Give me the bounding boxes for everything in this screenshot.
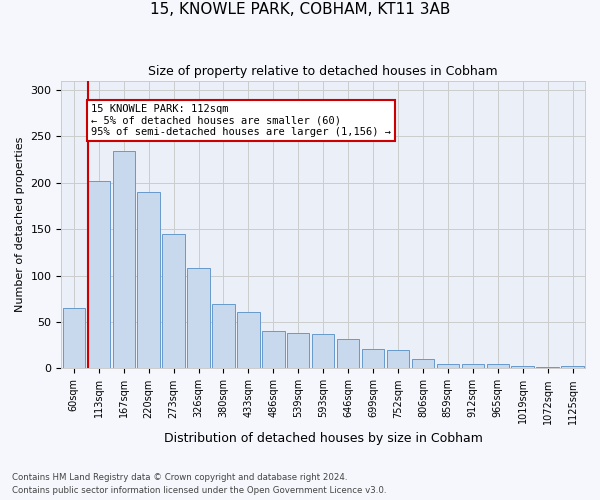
Title: Size of property relative to detached houses in Cobham: Size of property relative to detached ho… (148, 65, 498, 78)
Text: 15, KNOWLE PARK, COBHAM, KT11 3AB: 15, KNOWLE PARK, COBHAM, KT11 3AB (150, 2, 450, 18)
Bar (487, 364, 509, 368)
Bar (337, 338, 359, 368)
Bar (237, 312, 260, 368)
Bar (187, 268, 210, 368)
Bar (312, 334, 334, 368)
Bar (461, 364, 484, 368)
Bar (262, 332, 284, 368)
Bar (437, 364, 459, 368)
Bar (412, 359, 434, 368)
Y-axis label: Number of detached properties: Number of detached properties (15, 137, 25, 312)
Bar (536, 366, 559, 368)
X-axis label: Distribution of detached houses by size in Cobham: Distribution of detached houses by size … (164, 432, 482, 445)
Bar (562, 366, 584, 368)
Bar (511, 366, 534, 368)
Bar (88, 181, 110, 368)
Bar (287, 333, 310, 368)
Text: 15 KNOWLE PARK: 112sqm
← 5% of detached houses are smaller (60)
95% of semi-deta: 15 KNOWLE PARK: 112sqm ← 5% of detached … (91, 104, 391, 137)
Bar (113, 151, 135, 368)
Bar (362, 349, 384, 368)
Bar (387, 350, 409, 368)
Bar (137, 192, 160, 368)
Bar (62, 308, 85, 368)
Bar (212, 304, 235, 368)
Text: Contains HM Land Registry data © Crown copyright and database right 2024.
Contai: Contains HM Land Registry data © Crown c… (12, 474, 386, 495)
Bar (163, 234, 185, 368)
